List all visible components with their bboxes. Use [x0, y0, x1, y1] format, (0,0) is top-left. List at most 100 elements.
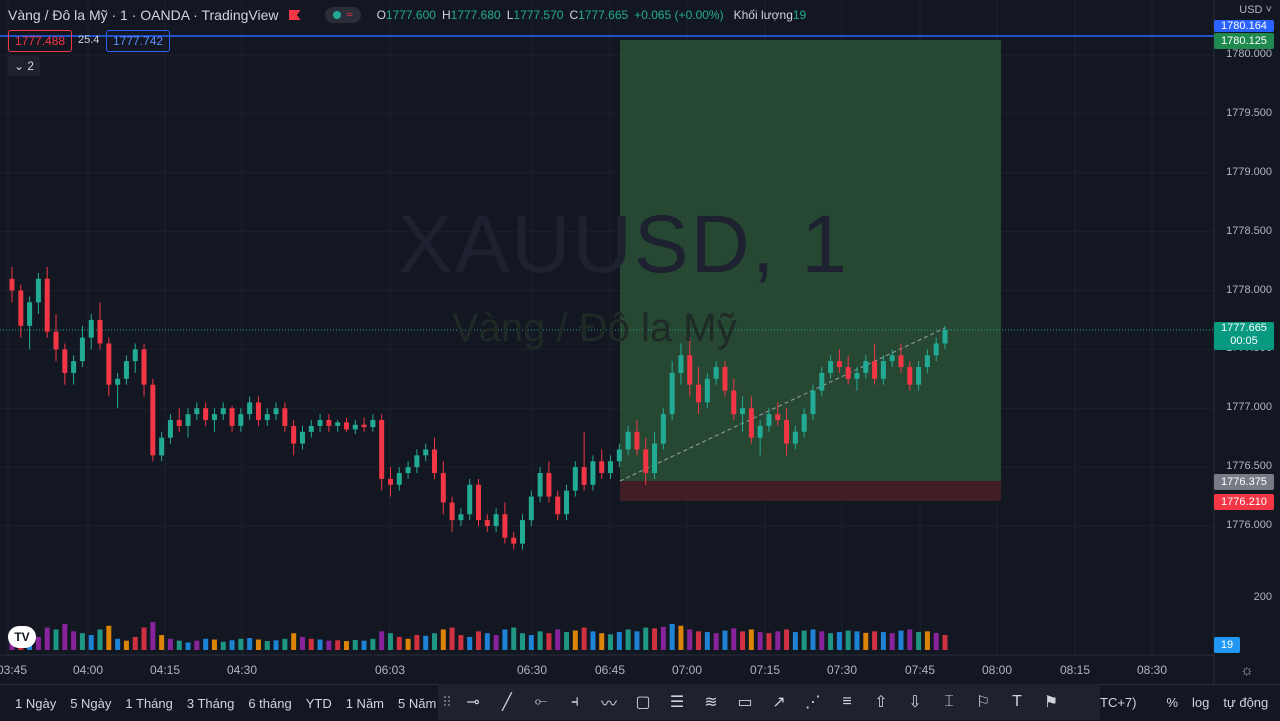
ohlc-item: C1777.665 — [569, 8, 628, 22]
date-range-button[interactable]: 1 Ngày — [15, 695, 57, 711]
brush-icon[interactable]: 〰 — [600, 696, 617, 713]
volume-axis-tick: 200 — [1253, 591, 1272, 603]
date-range-button[interactable]: 5 Năm — [398, 695, 437, 711]
date-range-button[interactable]: YTD — [305, 695, 332, 711]
time-axis-tick: 04:30 — [226, 663, 258, 677]
callout-icon[interactable]: ▭ — [737, 694, 753, 711]
text-icon[interactable]: T — [1012, 693, 1022, 710]
date-range-button[interactable]: 1 Tháng — [125, 695, 173, 711]
volume-bar — [643, 627, 649, 650]
volume-bar — [132, 636, 138, 650]
candle-body — [652, 443, 658, 474]
vertical-line-icon[interactable]: ⫞ — [570, 693, 579, 710]
volume-bar — [458, 635, 464, 650]
timezone-button[interactable]: TC+7) — [1100, 694, 1137, 710]
candle-body — [458, 514, 464, 521]
horizontal-line-icon[interactable]: ⟜ — [534, 693, 548, 710]
candle-body — [273, 408, 279, 415]
volume-bar — [106, 625, 112, 650]
volume-bar — [660, 626, 666, 650]
chart-header: Vàng / Đô la Mỹ · 1 · OANDA · TradingVie… — [8, 4, 806, 26]
volume-bar — [801, 630, 807, 650]
candle-body — [343, 422, 349, 430]
date-range-button[interactable]: 1 Năm — [345, 695, 385, 711]
volume-bar — [71, 631, 77, 650]
sell-price-button[interactable]: 1777.488 — [8, 30, 73, 52]
anchor-icon[interactable]: ⚑ — [1043, 694, 1059, 711]
time-axis-tick: 07:45 — [904, 663, 936, 677]
fib-channel-icon[interactable]: ≋ — [704, 694, 718, 711]
candle-body — [616, 449, 622, 462]
parallel-channel-icon[interactable]: ≡ — [842, 693, 852, 710]
trend-line-icon[interactable]: ╱ — [502, 694, 512, 711]
candle-body — [599, 461, 605, 474]
candle-body — [335, 422, 341, 426]
candle-body — [423, 449, 429, 456]
candle-body — [528, 496, 534, 521]
volume-bar — [687, 629, 693, 650]
collapse-indicators-button[interactable]: ⌄ 2 — [8, 56, 41, 76]
candle-body — [299, 431, 305, 444]
ohlc-value: 1777.665 — [578, 8, 629, 22]
volume-bar — [907, 629, 913, 650]
ohlc-legend: O1777.600 H1777.680 L1777.570 C1777.665 +0.0… — [377, 8, 724, 22]
volume-bar — [669, 623, 675, 650]
date-range-button[interactable]: 3 Tháng — [186, 695, 235, 711]
date-range-button[interactable]: 5 Ngày — [70, 695, 112, 711]
volume-bar — [889, 633, 895, 650]
auto-scale-button[interactable]: tự động — [1223, 694, 1269, 710]
candle-body — [27, 302, 33, 326]
candle-body — [933, 343, 939, 356]
date-range-button[interactable]: 6 tháng — [248, 695, 292, 711]
drawing-toolbar: ⠿ ⊸ ╱ ⟜ ⫞ 〰 ▢ ☰ ≋ ▭ ↗ ⋰ ≡ ⇧ ⇩ ⌶ ⚐ T ⚑ — [438, 684, 1100, 720]
candle-body — [634, 431, 640, 450]
price-axis-tick: 1778.000 — [1226, 283, 1272, 296]
flag-icon[interactable] — [288, 10, 301, 20]
volume-bar — [264, 641, 270, 650]
horizontal-ray-icon[interactable]: ⊸ — [466, 694, 480, 711]
volume-bar — [159, 635, 165, 650]
candle-body — [916, 367, 922, 385]
volume-bar — [572, 630, 578, 650]
flag-icon[interactable]: ⚐ — [975, 694, 991, 711]
tradingview-logo[interactable]: TV — [8, 626, 36, 648]
currency-label: USD — [1239, 4, 1263, 16]
time-axis-tick: 08:00 — [981, 663, 1013, 677]
settings-gear-icon[interactable]: ☼ — [1240, 662, 1254, 679]
percent-scale-button[interactable]: % — [1166, 694, 1179, 710]
candle-body — [62, 349, 68, 373]
candle-body — [123, 361, 129, 379]
candle-body — [731, 390, 737, 415]
candle-body — [370, 420, 376, 428]
long-position-loss-zone[interactable] — [620, 481, 1001, 501]
market-status-pill[interactable]: ≈ — [324, 7, 361, 23]
date-range-icon[interactable]: ⌶ — [944, 693, 954, 710]
time-axis-tick: 08:30 — [1136, 663, 1168, 677]
path-icon[interactable]: ⋰ — [805, 694, 821, 711]
log-scale-button[interactable]: log — [1192, 694, 1210, 710]
price-chart[interactable] — [0, 0, 1280, 684]
volume-bar — [898, 630, 904, 650]
volume-bar — [476, 631, 481, 650]
volume-bar — [335, 640, 341, 650]
ohlc-value: 1777.600 — [385, 8, 436, 22]
volume-bar — [317, 639, 323, 650]
volume-bar — [238, 638, 244, 650]
symbol-title[interactable]: Vàng / Đô la Mỹ · 1 · OANDA · TradingVie… — [8, 7, 279, 23]
arrow-up-icon[interactable]: ⇧ — [874, 694, 888, 711]
buy-price-button[interactable]: 1777.742 — [106, 30, 171, 52]
volume-bar — [299, 636, 305, 650]
arrow-line-icon[interactable]: ↗ — [772, 694, 786, 711]
candle-body — [88, 319, 94, 338]
top-price-label: 1780.164 — [1214, 20, 1274, 32]
candle-body — [379, 420, 385, 479]
currency-selector[interactable]: USD ˅ — [1212, 4, 1272, 16]
candle-body — [924, 355, 930, 368]
drag-handle-icon[interactable]: ⠿ — [441, 693, 453, 710]
candle-body — [414, 455, 420, 468]
rectangle-icon[interactable]: ▢ — [635, 694, 651, 711]
arrow-down-icon[interactable]: ⇩ — [908, 694, 922, 711]
ohlc-key: H — [441, 8, 451, 22]
market-open-dot-icon — [332, 11, 341, 19]
fib-icon[interactable]: ☰ — [669, 694, 685, 711]
